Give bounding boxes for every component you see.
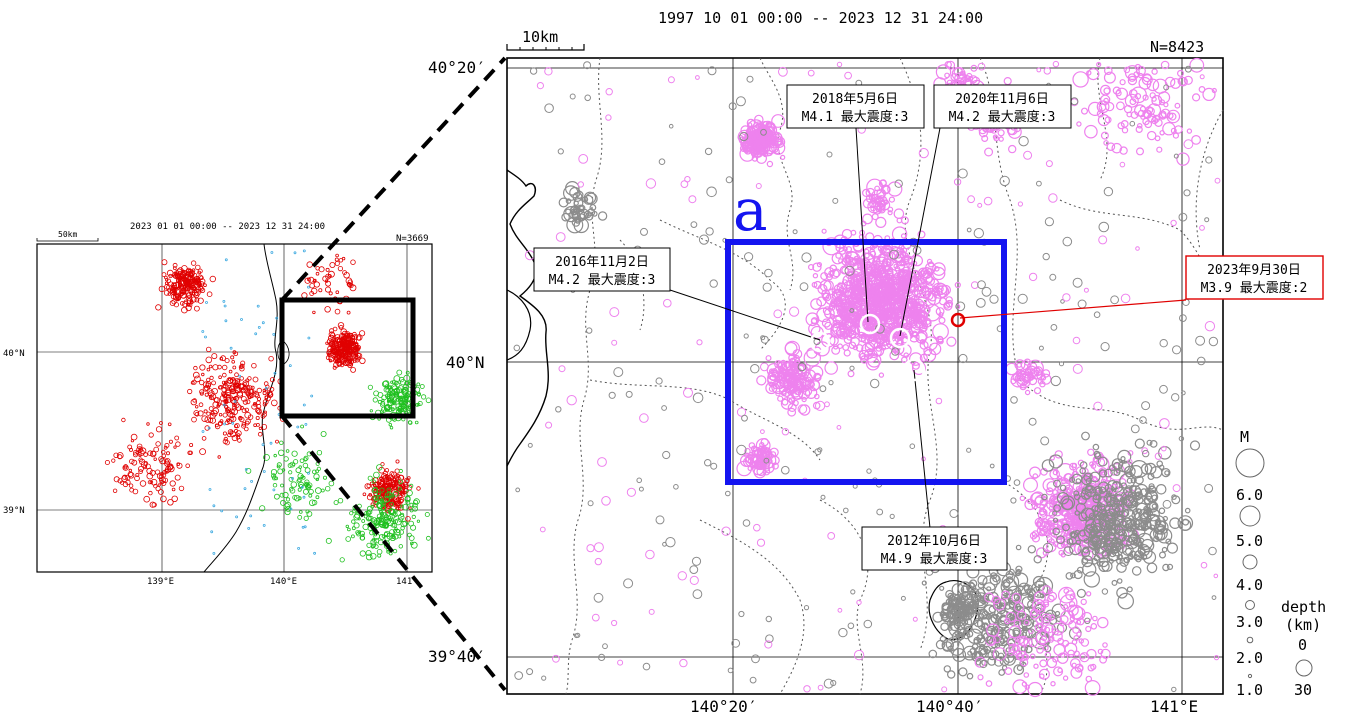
annotation-2018-date: 2018年5月6日 [812,92,898,107]
event-2020 [889,327,911,349]
event-2023 [950,312,966,328]
legend-circle-2 [1246,636,1254,644]
legend-circle-1 [1247,673,1253,679]
annotation-2018-info: M4.1 最大震度:3 [802,109,909,125]
overview-events [104,249,432,563]
annotation-2012-info: M4.9 最大震度:3 [881,551,988,567]
main-lon-141: 141°E [1150,697,1198,716]
annotation-2016: 2016年11月2日 M4.2 最大震度:3 [533,247,671,292]
legend-depth-title: depth [1281,598,1326,616]
annotation-2020-info: M4.2 最大震度:3 [949,109,1056,125]
main-lat-40: 40°N [446,353,485,372]
main-count: N=8423 [1150,38,1204,56]
legend-m-5: 5.0 [1236,532,1263,550]
overview-coastline [203,243,278,573]
legend-m-3: 3.0 [1236,613,1263,631]
main-events [513,57,1221,698]
main-period: 1997 10 01 00:00 -- 2023 12 31 24:00 [658,9,983,27]
legend-circle-6 [1235,448,1265,478]
depth-legend: depth (km) 0 30 [1281,598,1326,699]
annotation-2018: 2018年5月6日 M4.1 最大震度:3 [786,84,925,129]
main-map-frame [506,57,1224,695]
featured-events [809,312,966,382]
main-lat-3940: 39°40′ [428,647,486,666]
overview-lon-140: 140°E [270,577,297,587]
legend-m-4: 4.0 [1236,576,1263,594]
legend-depth-circle [1295,659,1313,677]
legend-depth-unit: (km) [1285,616,1321,634]
legend-m-6: 6.0 [1236,486,1263,504]
leader-lines [669,127,941,529]
coastline [506,169,549,467]
annotation-2020-date: 2020年11月6日 [955,92,1049,107]
main-lon-14020: 140°20′ [690,697,757,716]
annotation-2012: 2012年10月6日 M4.9 最大震度:3 [861,526,1008,571]
overview-scale-bar: 50km [36,230,99,242]
main-scale-bar: 10km [506,28,585,51]
event-2018 [859,313,881,335]
main-lat-4020: 40°20′ [428,58,486,77]
annotation-2020: 2020年11月6日 M4.2 最大震度:3 [933,84,1072,129]
main-scale-label: 10km [522,28,558,46]
leader-line-2023 [959,299,1187,319]
overview-count: N=3669 [396,234,429,244]
coastline-bay [506,289,532,361]
legend-m-2: 2.0 [1236,649,1263,667]
legend-depth-30: 30 [1294,681,1312,699]
overview-zoom-box [279,297,416,419]
annotation-2012-date: 2012年10月6日 [887,534,981,549]
overview-period: 2023 01 01 00:00 -- 2023 12 31 24:00 [130,222,325,232]
zoom-connector-lines [280,56,507,692]
overview-lat-40: 40°N [3,349,25,359]
legend-m-1: 1.0 [1236,681,1263,699]
legend-depth-0: 0 [1298,636,1307,654]
overview-map: 50km 2023 01 01 00:00 -- 2023 12 31 24:0… [3,222,433,587]
overview-scale-label: 50km [58,230,77,239]
annotation-2023-info: M3.9 最大震度:2 [1201,280,1308,296]
annotation-2016-info: M4.2 最大震度:3 [549,272,656,288]
overview-lon-141: 141 [396,577,412,587]
legend-m-title: M [1240,428,1249,446]
annotation-2016-date: 2016年11月2日 [555,255,649,270]
event-2016 [809,331,831,353]
region-a-box [725,239,1007,485]
overview-lon-139: 139°E [147,577,174,587]
legend-circle-3 [1245,600,1255,610]
main-lon-14040: 140°40′ [916,697,983,716]
annotation-2023-date: 2023年9月30日 [1207,263,1301,278]
annotation-2023: 2023年9月30日 M3.9 最大震度:2 [1185,255,1324,300]
main-map: a 2018年5月6日 M4.1 最大震度:3 2020年11月6日 M4.2 … [506,57,1224,698]
region-a-label: a [733,176,768,244]
legend-circle-5 [1239,505,1261,527]
event-2012 [902,358,926,382]
overview-lat-39: 39°N [3,506,25,516]
legend-circle-4 [1242,554,1258,570]
magnitude-legend: M 6.0 5.0 4.0 3.0 2.0 1.0 [1235,428,1265,699]
